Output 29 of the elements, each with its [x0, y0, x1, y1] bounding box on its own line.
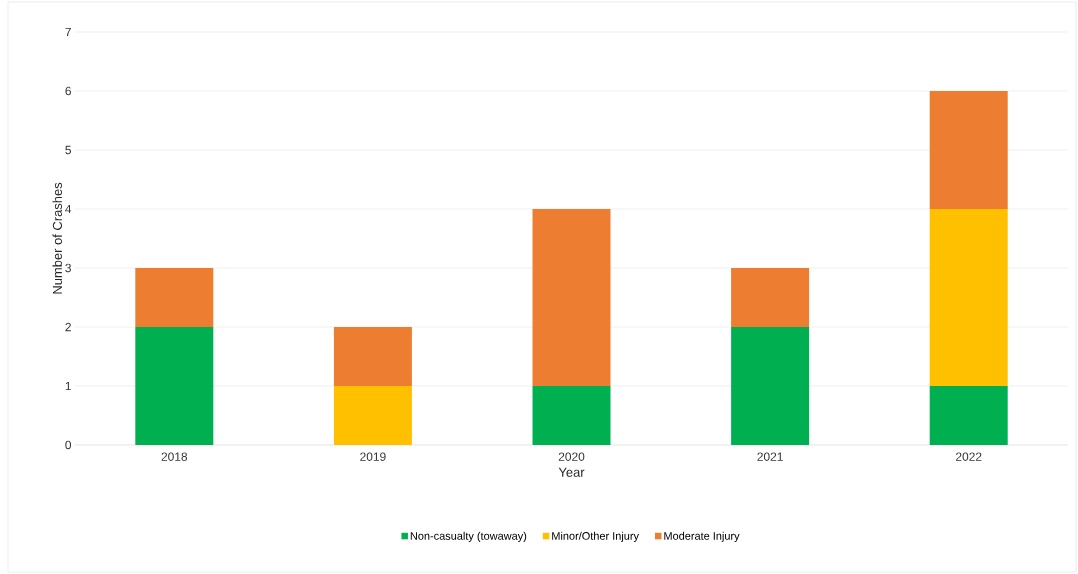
y-tick-label: 1	[65, 381, 71, 391]
bar	[532, 208, 611, 386]
x-tick-label: 2022	[956, 452, 982, 461]
legend-label: Moderate Injury	[664, 531, 740, 542]
bar	[135, 267, 214, 327]
bar	[532, 385, 611, 445]
y-tick-label: 0	[65, 440, 72, 450]
legend-label: Minor/Other Injury	[552, 531, 639, 542]
bar	[135, 326, 214, 445]
x-tick-label: 2018	[161, 452, 188, 461]
y-tick-label: 7	[65, 27, 71, 37]
y-tick-label: 4	[65, 204, 72, 214]
y-tick-label: 5	[65, 145, 71, 155]
bar	[929, 385, 1008, 445]
bar	[333, 385, 412, 445]
y-tick-label: 6	[65, 86, 71, 96]
y-tick-label: 2	[65, 322, 71, 332]
x-axis-title: Year	[558, 467, 585, 477]
y-tick-label: 3	[65, 263, 71, 273]
x-tick-label: 2021	[757, 452, 783, 461]
legend-label: Non-casualty (towaway)	[410, 531, 527, 542]
bar	[731, 267, 810, 327]
x-tick-label: 2019	[360, 452, 386, 461]
x-tick-label: 2020	[558, 452, 585, 461]
bar	[731, 326, 810, 445]
y-axis-title: Number of Crashes	[52, 182, 62, 294]
bar	[333, 326, 412, 386]
bar	[929, 208, 1008, 386]
bar	[929, 90, 1008, 209]
